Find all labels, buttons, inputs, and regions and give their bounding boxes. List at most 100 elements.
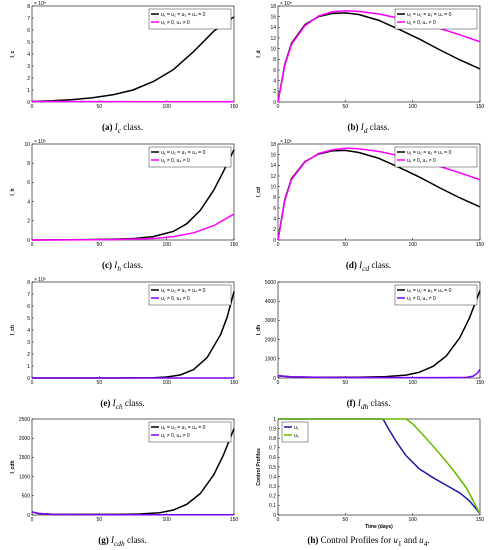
chart-f: 0 50 100 150 0 1000 2000 3000 4000 5000 I_dh u₁ = u… [256, 280, 485, 386]
y-tick-label: 0 [273, 100, 276, 106]
legend-label: u₁ = u₂ = u₃ = u₄ = 0 [407, 12, 452, 18]
x-tick-label: 100 [162, 242, 171, 248]
series-line-1 [278, 418, 481, 515]
y-tick-label: 1000 [265, 357, 276, 363]
x-tick-label: 50 [343, 242, 349, 248]
y-tick-label: 5000 [265, 280, 276, 286]
series-line-1 [31, 16, 235, 103]
y-tick-label: 6 [273, 206, 276, 212]
plot-frame [31, 143, 235, 241]
y-exponent-label: × 10⁵ [280, 139, 292, 145]
y-tick-label: 4 [27, 328, 30, 334]
y-exponent-label: × 10⁵ [34, 139, 46, 145]
y-tick-label: 0 [27, 513, 30, 519]
y-tick-label: 5 [27, 40, 30, 46]
y-axis-label: I_d [256, 50, 262, 57]
legend-label: u₁ ≠ 0, u₄ ≠ 0 [407, 296, 436, 302]
y-tick-label: 10 [270, 46, 276, 52]
y-tick-label: 0.6 [269, 455, 276, 461]
y-tick-label: 0 [273, 513, 276, 519]
chart-c: 0 50 100 150 0 2 4 6 8 10 × 10⁵ I_h u₁ = u₂ = u₃ = u… [10, 139, 238, 248]
y-axis-label: I_c [10, 50, 16, 57]
caption-a: (a) Ic class. [101, 122, 144, 135]
y-tick-label: 4 [273, 78, 276, 84]
y-tick-label: 2000 [265, 337, 276, 343]
x-tick-label: 0 [31, 104, 34, 110]
caption-b: (b) Id class. [347, 122, 390, 135]
legend-label: u₁ = u₂ = u₃ = u₄ = 0 [161, 12, 206, 18]
y-tick-label: 7 [27, 16, 30, 22]
y-tick-label: 6 [27, 180, 30, 186]
y-tick-label: 7 [27, 292, 30, 298]
y-tick-label: 0.2 [269, 494, 276, 500]
y-tick-label: 0 [273, 376, 276, 382]
y-tick-label: 4000 [265, 299, 276, 305]
y-tick-label: 2 [27, 352, 30, 358]
legend-label: u₁ ≠ 0, u₄ ≠ 0 [161, 20, 190, 26]
caption-h: (h) Control Profiles for u1 and u4. [307, 535, 430, 548]
y-tick-label: 2 [27, 76, 30, 82]
y-axis-label: I_dh [256, 325, 262, 335]
y-tick-label: 8 [273, 57, 276, 63]
chart-a: 0 50 100 150 0 1 2 3 4 5 6 7 8 × 10⁵ I_c u₁ = u₂ = u₃ =… [10, 1, 238, 110]
y-tick-label: 8 [273, 195, 276, 201]
y-tick-label: 0.7 [269, 446, 276, 452]
y-tick-label: 2 [27, 219, 30, 225]
legend-label: u₁ ≠ 0, u₄ ≠ 0 [407, 158, 436, 164]
plot-frame [277, 5, 481, 103]
legend-label: u₁ ≠ 0, u₄ ≠ 0 [161, 296, 190, 302]
x-tick-label: 50 [343, 380, 349, 386]
y-tick-label: 0 [27, 376, 30, 382]
panel-c: 0 50 100 150 0 2 4 6 8 10 × 10⁵ I_h u₁ = u₂ = u₃ = u… [0, 138, 245, 275]
panel-a: 0 50 100 150 0 1 2 3 4 5 6 7 8 × 10⁵ I_c u₁ = u₂ = u₃ =… [0, 0, 245, 137]
plot-frame [277, 418, 481, 516]
legend-label: u₁ = u₂ = u₃ = u₄ = 0 [407, 288, 452, 294]
y-axis-label: I_cd [256, 187, 262, 197]
y-tick-label: 14 [270, 25, 276, 31]
legend-box [394, 8, 478, 30]
y-tick-label: 16 [270, 14, 276, 20]
x-tick-label: 100 [162, 517, 171, 523]
series-line-2 [31, 511, 234, 516]
chart-d: 0 50 100 150 0 2 4 6 8 10 12 14 16 18 × 10⁵ I_cd u₁ = u₂… [256, 139, 485, 248]
y-tick-label: 1 [273, 417, 276, 423]
y-axis-label: I_h [10, 188, 16, 195]
y-tick-label: 0 [27, 100, 30, 106]
y-tick-label: 2500 [19, 417, 30, 423]
legend-box [148, 421, 232, 443]
x-axis-label: Time (days) [365, 524, 393, 530]
legend-box [394, 284, 478, 306]
x-tick-label: 150 [476, 104, 485, 110]
y-axis-label: I_ch [10, 325, 16, 335]
x-tick-label: 50 [97, 517, 103, 523]
x-tick-label: 100 [408, 242, 417, 248]
x-tick-label: 50 [97, 380, 103, 386]
panel-f: 0 50 100 150 0 1000 2000 3000 4000 5000 I_dh u₁ = u… [246, 276, 491, 413]
x-tick-label: 150 [476, 242, 485, 248]
x-tick-label: 150 [476, 380, 485, 386]
y-tick-label: 0.8 [269, 436, 276, 442]
y-tick-label: 6 [27, 28, 30, 34]
y-tick-label: 4 [27, 199, 30, 205]
caption-e: (e) Ich class. [100, 398, 145, 411]
y-axis-label: Control Profiles [256, 448, 262, 486]
caption-c: (c) Ih class. [102, 260, 143, 273]
x-tick-label: 0 [31, 517, 34, 523]
panel-b: 0 50 100 150 0 2 4 6 8 10 12 14 16 18 × 10⁵ I_d u₁ = u₂ … [246, 0, 491, 137]
y-tick-label: 0.4 [269, 474, 276, 480]
y-tick-label: 2 [273, 227, 276, 233]
panel-d: 0 50 100 150 0 2 4 6 8 10 12 14 16 18 × 10⁵ I_cd u₁ = u₂… [246, 138, 491, 275]
series-line-2 [278, 418, 481, 515]
y-tick-label: 10 [270, 184, 276, 190]
legend-label: u₁ = u₂ = u₃ = u₄ = 0 [407, 150, 452, 156]
caption-g: (g) Icdh class. [98, 535, 147, 548]
y-tick-label: 12 [270, 36, 276, 42]
x-tick-label: 150 [230, 380, 239, 386]
y-tick-label: 12 [270, 174, 276, 180]
y-tick-label: 0.1 [269, 503, 276, 509]
y-tick-label: 8 [27, 161, 30, 167]
y-tick-label: 0 [273, 238, 276, 244]
y-exponent-label: × 10⁵ [34, 277, 46, 283]
